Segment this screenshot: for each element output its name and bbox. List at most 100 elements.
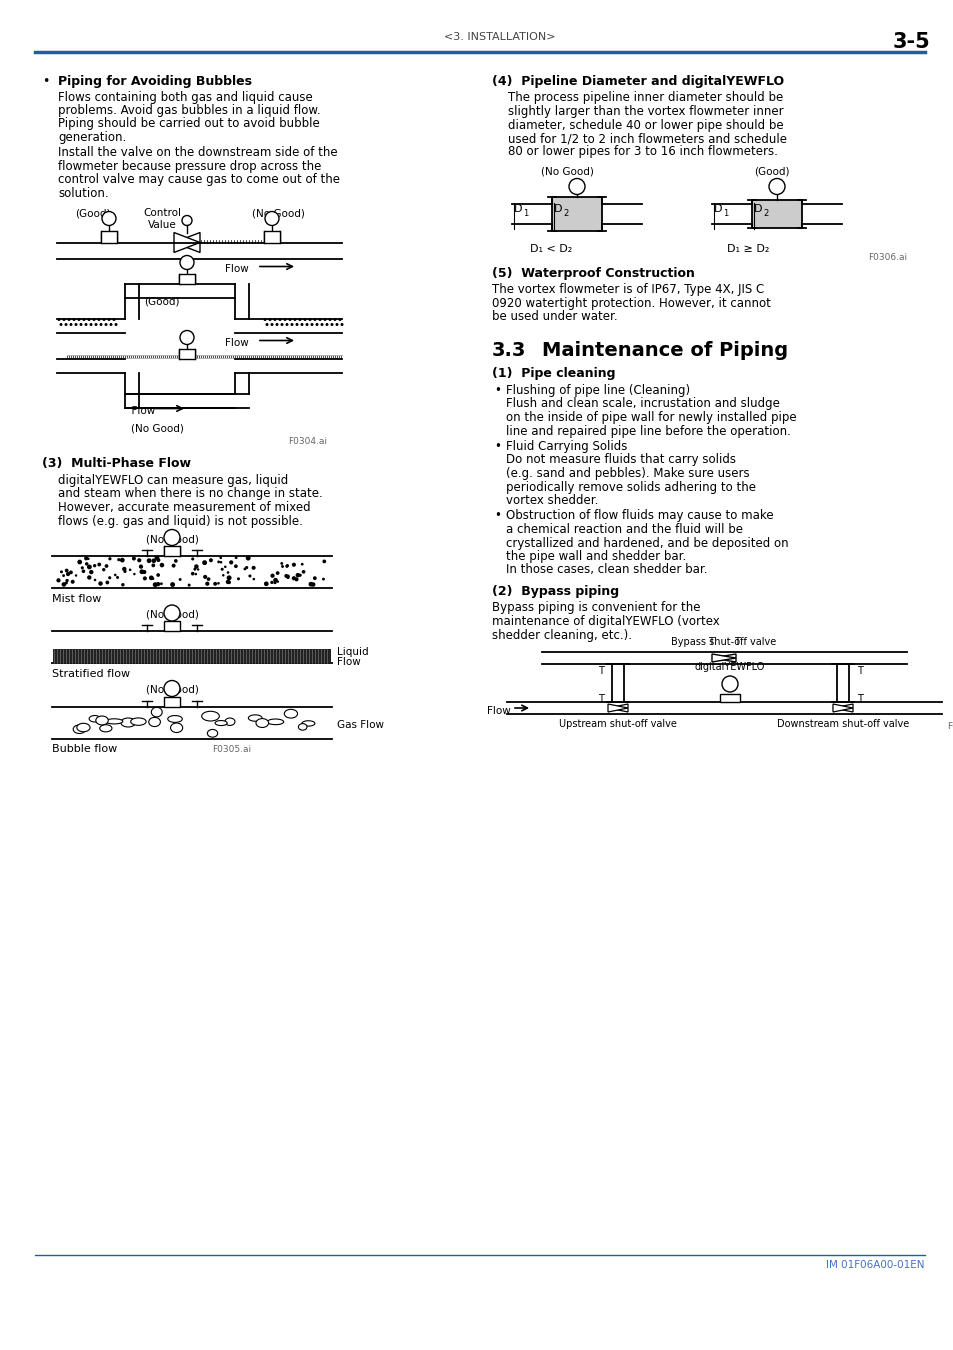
Text: 1: 1: [522, 209, 528, 219]
Circle shape: [97, 563, 101, 567]
Circle shape: [178, 578, 181, 580]
Circle shape: [152, 582, 157, 587]
Circle shape: [88, 319, 91, 321]
Circle shape: [205, 582, 210, 586]
Circle shape: [219, 556, 222, 559]
Ellipse shape: [225, 718, 234, 725]
Circle shape: [768, 178, 784, 194]
Text: 3-5: 3-5: [891, 32, 929, 53]
Circle shape: [226, 579, 230, 585]
Bar: [53, 649, 331, 663]
Ellipse shape: [121, 718, 135, 728]
Circle shape: [292, 563, 295, 567]
Circle shape: [82, 319, 86, 321]
Circle shape: [236, 578, 240, 580]
Text: (No Good): (No Good): [146, 609, 198, 620]
Text: Flow: Flow: [486, 706, 510, 716]
Circle shape: [99, 323, 102, 325]
Polygon shape: [607, 703, 627, 711]
Text: digitalYEWFLO: digitalYEWFLO: [694, 662, 764, 672]
Circle shape: [172, 564, 175, 567]
Bar: [101, 231, 117, 243]
Ellipse shape: [298, 724, 307, 730]
Text: (Good): (Good): [75, 208, 111, 219]
Circle shape: [323, 319, 326, 321]
Circle shape: [298, 574, 301, 576]
Circle shape: [65, 582, 68, 585]
Text: Mist flow: Mist flow: [52, 594, 101, 603]
Text: (No Good): (No Good): [146, 535, 198, 544]
Text: problems. Avoid gas bubbles in a liquid flow.: problems. Avoid gas bubbles in a liquid …: [58, 104, 320, 117]
Text: The vortex flowmeter is of IP67, Type 4X, JIS C: The vortex flowmeter is of IP67, Type 4X…: [492, 284, 763, 296]
Circle shape: [300, 323, 303, 325]
Circle shape: [57, 319, 60, 321]
Ellipse shape: [201, 711, 219, 721]
Text: control valve may cause gas to come out of the: control valve may cause gas to come out …: [58, 174, 339, 186]
Text: Flow: Flow: [125, 406, 155, 417]
Circle shape: [94, 323, 97, 325]
Text: maintenance of digitalYEWFLO (vortex: maintenance of digitalYEWFLO (vortex: [492, 616, 719, 628]
Circle shape: [66, 572, 70, 576]
Circle shape: [87, 564, 91, 570]
Text: F0304.ai: F0304.ai: [288, 436, 327, 446]
Text: (1)  Pipe cleaning: (1) Pipe cleaning: [492, 367, 615, 381]
Circle shape: [117, 558, 120, 562]
Polygon shape: [711, 653, 735, 662]
Circle shape: [170, 582, 175, 587]
Circle shape: [287, 575, 290, 578]
Circle shape: [291, 323, 294, 325]
Circle shape: [253, 578, 254, 580]
Circle shape: [66, 579, 69, 582]
Bar: [164, 545, 180, 555]
Circle shape: [202, 560, 207, 566]
Circle shape: [164, 605, 180, 621]
Text: generation.: generation.: [58, 131, 126, 144]
Circle shape: [79, 323, 82, 325]
Circle shape: [102, 212, 116, 225]
Circle shape: [59, 323, 63, 325]
Ellipse shape: [95, 716, 108, 725]
Text: digitalYEWFLO can measure gas, liquid: digitalYEWFLO can measure gas, liquid: [58, 474, 288, 487]
Circle shape: [308, 582, 313, 587]
Circle shape: [120, 558, 125, 563]
Circle shape: [270, 580, 274, 585]
Circle shape: [335, 323, 338, 325]
Circle shape: [286, 575, 290, 579]
Text: (Good): (Good): [144, 297, 179, 306]
Circle shape: [305, 323, 308, 325]
Circle shape: [77, 560, 82, 564]
Bar: [720, 694, 740, 702]
Text: Piping for Avoiding Bubbles: Piping for Avoiding Bubbles: [58, 76, 252, 88]
Circle shape: [271, 323, 274, 325]
Text: •: •: [494, 440, 500, 454]
Text: •: •: [494, 383, 500, 397]
Circle shape: [274, 319, 276, 321]
Circle shape: [180, 255, 193, 270]
Text: However, accurate measurement of mixed: However, accurate measurement of mixed: [58, 501, 311, 514]
Circle shape: [137, 558, 141, 563]
Text: Bubble flow: Bubble flow: [52, 744, 117, 755]
Circle shape: [92, 319, 95, 321]
Circle shape: [87, 575, 91, 579]
Text: 0920 watertight protection. However, it cannot: 0920 watertight protection. However, it …: [492, 297, 770, 309]
Text: shedder cleaning, etc.).: shedder cleaning, etc.).: [492, 629, 631, 641]
Circle shape: [280, 562, 283, 564]
Circle shape: [243, 567, 246, 571]
Circle shape: [330, 323, 334, 325]
Circle shape: [98, 582, 103, 586]
Ellipse shape: [255, 718, 269, 728]
Circle shape: [224, 566, 226, 568]
Polygon shape: [711, 653, 735, 662]
Circle shape: [191, 572, 194, 575]
Text: Flows containing both gas and liquid cause: Flows containing both gas and liquid cau…: [58, 90, 313, 104]
Bar: [751, 200, 801, 228]
Text: IM 01F06A00-01EN: IM 01F06A00-01EN: [825, 1260, 924, 1270]
Circle shape: [227, 575, 232, 580]
Text: used for 1/2 to 2 inch flowmeters and schedule: used for 1/2 to 2 inch flowmeters and sc…: [507, 132, 786, 144]
Circle shape: [191, 558, 194, 560]
Text: slightly larger than the vortex flowmeter inner: slightly larger than the vortex flowmete…: [507, 105, 782, 117]
Text: In those cases, clean shedder bar.: In those cases, clean shedder bar.: [505, 563, 707, 576]
Circle shape: [74, 574, 77, 576]
Ellipse shape: [301, 721, 314, 726]
Text: flowmeter because pressure drop across the: flowmeter because pressure drop across t…: [58, 161, 321, 173]
